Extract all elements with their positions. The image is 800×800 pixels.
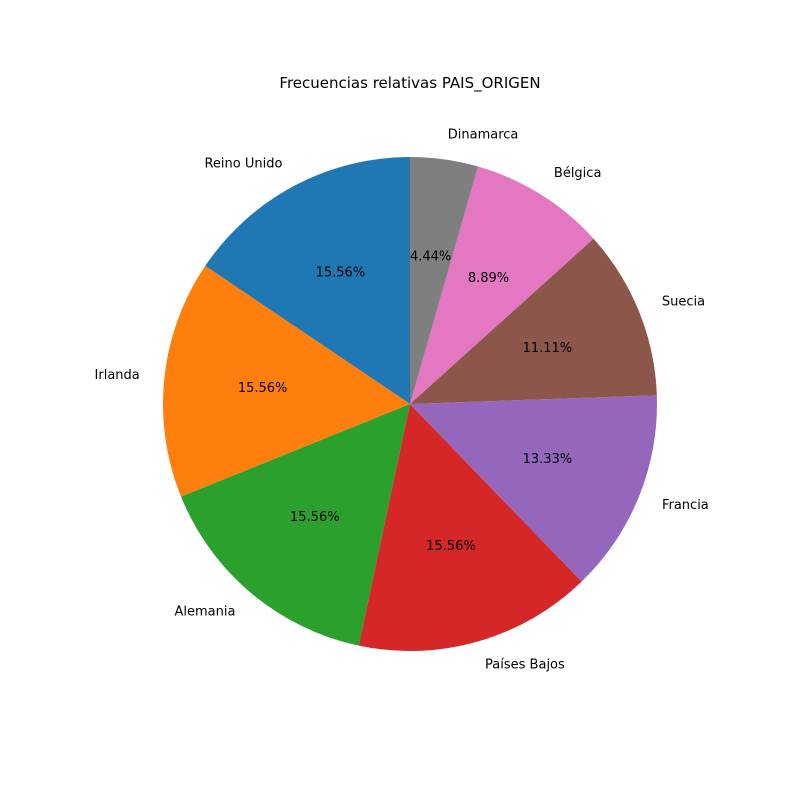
slice-percentage-label: 4.44% [410,250,451,265]
slice-category-label: Reino Unido [204,157,282,172]
pie-labels: 15.56% Reino Unido 15.56% Irlanda 15.56% Alem… [95,127,709,672]
slice-percentage-label: 13.33% [523,452,573,467]
chart-title: Frecuencias relativas PAIS_ORIGEN [279,74,540,93]
pie-slice [410,395,657,582]
slice-category-label: Dinamarca [448,127,519,142]
slice-percentage-label: 15.56% [426,539,476,554]
slice-percentage-label: 15.56% [238,381,288,396]
slice-percentage-label: 15.56% [316,266,366,281]
slice-percentage-label: 11.11% [523,341,573,356]
pie-slice [358,404,582,651]
slice-category-label: Suecia [662,295,705,310]
pie-slice [410,157,479,404]
slice-category-label: Alemania [174,605,235,620]
slice-category-label: Países Bajos [485,658,565,673]
pie-slice [410,238,657,404]
pie-slice [205,157,410,404]
slice-category-label: Francia [662,498,709,513]
pie-slice [162,265,410,497]
pie-slices [162,157,657,651]
pie-slice [181,404,410,646]
slice-category-label: Irlanda [95,368,140,383]
pie-slice [410,166,594,404]
slice-percentage-label: 15.56% [290,510,340,525]
slice-category-label: Bélgica [554,166,602,181]
slice-percentage-label: 8.89% [468,271,509,286]
